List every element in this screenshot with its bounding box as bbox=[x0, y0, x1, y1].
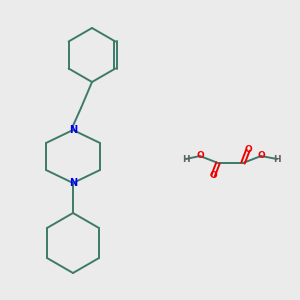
Text: O: O bbox=[257, 152, 265, 160]
Text: H: H bbox=[273, 154, 281, 164]
Text: N: N bbox=[69, 125, 77, 135]
Text: O: O bbox=[244, 146, 252, 154]
Text: O: O bbox=[196, 152, 204, 160]
Text: H: H bbox=[182, 154, 190, 164]
Text: N: N bbox=[69, 178, 77, 188]
Text: O: O bbox=[209, 172, 217, 181]
